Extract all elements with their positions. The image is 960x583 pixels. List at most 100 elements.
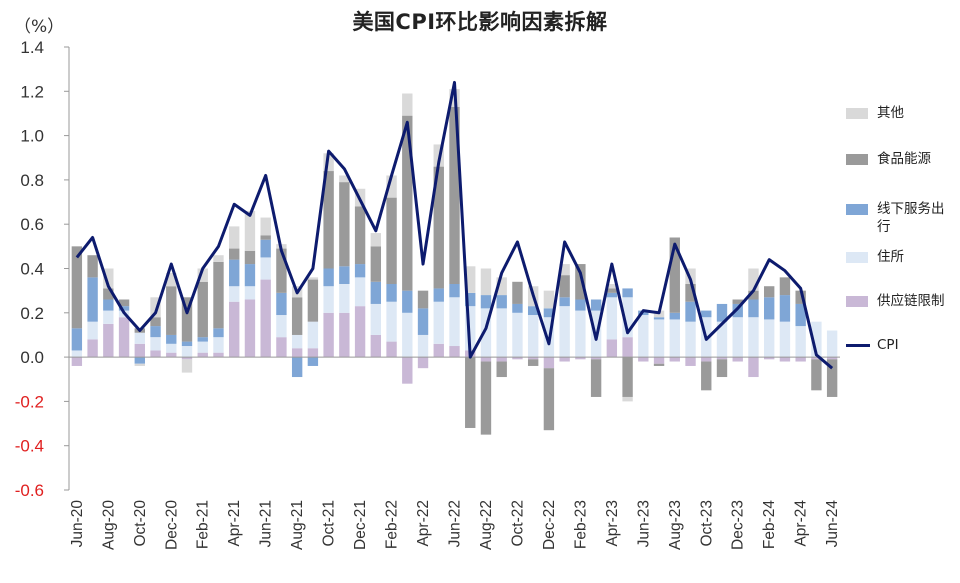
bar-segment — [417, 308, 429, 335]
bar-segment — [103, 299, 114, 311]
bar-segment — [339, 266, 350, 284]
bar-segment — [213, 261, 224, 329]
bar-segment — [260, 217, 271, 236]
bar-segment — [559, 297, 570, 307]
x-tick-label: Apr-23 — [604, 500, 621, 547]
bar-segment — [779, 295, 791, 322]
x-tick-label: Oct-20 — [132, 500, 149, 547]
bar-segment — [402, 357, 413, 384]
bar-segment — [197, 341, 208, 353]
bar-segment — [575, 357, 586, 360]
bar-segment — [685, 321, 696, 358]
y-tick-label: 0.2 — [20, 304, 44, 323]
x-tick-label: Apr-21 — [226, 500, 243, 547]
bar-segment — [213, 255, 224, 262]
bar-segment — [307, 321, 319, 349]
bar-segment — [480, 295, 492, 309]
bar-segment — [543, 290, 555, 309]
y-tick-label: 1.2 — [20, 82, 44, 101]
bar-segment — [181, 341, 193, 347]
bar-segment — [559, 357, 570, 362]
bar-segment — [496, 361, 507, 378]
x-tick-label: Aug-21 — [289, 500, 306, 550]
bar-segment — [669, 237, 680, 313]
bar-segment — [71, 328, 83, 351]
bar-segment — [622, 288, 633, 298]
bar-segment — [370, 233, 382, 247]
bar-segment — [166, 352, 177, 358]
legend-swatch — [846, 108, 868, 119]
x-tick-label: Aug-22 — [478, 500, 495, 550]
y-tick-label: -0.2 — [15, 392, 44, 411]
bar-segment — [197, 352, 208, 358]
bar-segment — [244, 210, 256, 251]
bar-segment — [826, 330, 838, 358]
bar-segment — [386, 341, 397, 358]
bar-segment — [543, 308, 555, 318]
bar-segment — [622, 337, 633, 358]
bar-segment — [527, 315, 539, 358]
bar-segment — [244, 250, 256, 265]
bar-segment — [512, 303, 523, 313]
bar-segment — [496, 295, 507, 309]
bar-segment — [685, 357, 696, 366]
bar-segment — [590, 299, 602, 311]
bar-segment — [795, 357, 806, 362]
bar-segment — [87, 321, 98, 340]
x-tick-label: Jun-21 — [258, 500, 275, 547]
bar-segment — [764, 286, 775, 298]
bar-segment — [134, 332, 145, 344]
bar-segment — [811, 359, 822, 391]
bar-segment — [181, 357, 193, 360]
bar-segment — [150, 317, 161, 327]
bar-segment — [229, 259, 240, 287]
chart-title: 美国CPI环比影响因素拆解 — [352, 10, 608, 34]
bar-segment — [653, 317, 665, 320]
x-tick-label: Oct-23 — [698, 500, 715, 547]
bar-segment — [575, 310, 586, 358]
bar-segment — [213, 352, 224, 358]
bar-segment — [103, 323, 114, 358]
bar-segment — [606, 339, 618, 358]
bar-segment — [307, 279, 319, 322]
bar-segment — [339, 284, 350, 313]
bar-segment — [291, 297, 303, 335]
bar-segment — [260, 279, 271, 358]
bar-segment — [559, 264, 570, 276]
bar-segment — [764, 297, 775, 320]
bar-segment — [354, 264, 366, 278]
bar-segment — [795, 290, 806, 304]
bar-segment — [653, 357, 665, 364]
bar-segment — [150, 337, 161, 351]
y-tick-label: 0.4 — [20, 260, 44, 279]
bar-segment — [512, 312, 523, 358]
bar-segment — [118, 306, 130, 311]
bar-segment — [71, 357, 83, 366]
bar-segment — [386, 175, 397, 198]
cpi-line — [75, 80, 834, 370]
bar-segment — [465, 357, 476, 428]
bar-segment — [402, 290, 413, 313]
bar-segment — [685, 284, 696, 302]
axes-layer: 1.4 1.2 1.0 0.8 0.6 0.4 0.2 0.0 -0.2 -0.4 -0.6 Jun-… — [15, 38, 841, 550]
bar-segment — [575, 299, 586, 311]
bar-segment — [606, 284, 618, 289]
bar-segment — [433, 166, 444, 289]
bar-segment — [826, 359, 838, 397]
bar-segment — [575, 264, 586, 300]
y-tick-label: 0.8 — [20, 171, 44, 190]
legend-swatch — [846, 204, 868, 215]
bar-segment — [323, 268, 334, 287]
bar-segment — [229, 301, 240, 358]
bar-segment — [181, 346, 193, 358]
bar-segment — [386, 197, 397, 285]
bar-segment — [291, 357, 303, 378]
bar-segment — [826, 357, 838, 360]
bar-segment — [449, 346, 460, 358]
bar-segment — [166, 334, 177, 344]
bar-segment — [323, 171, 334, 269]
bar-segment — [370, 334, 382, 358]
bar-segment — [779, 321, 791, 358]
x-tick-label: Aug-20 — [100, 500, 117, 550]
